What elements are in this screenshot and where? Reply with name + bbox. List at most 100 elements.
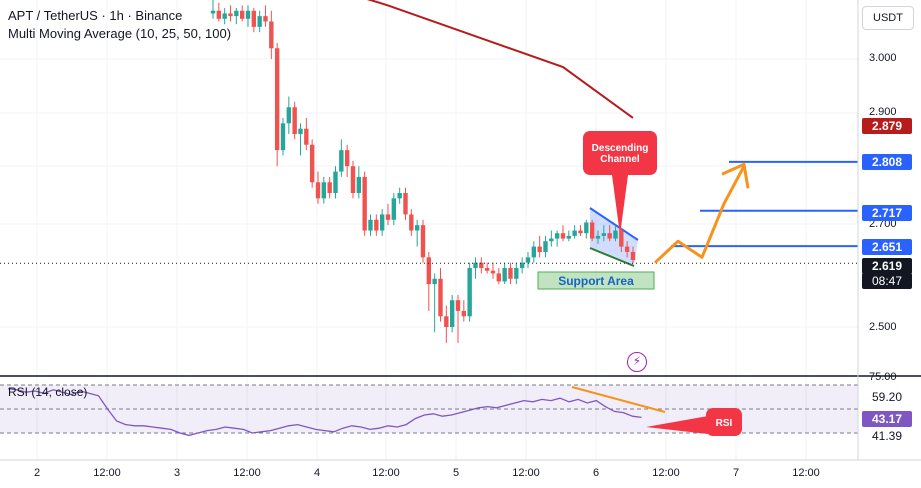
- candle-body: [595, 235, 601, 239]
- lightning-icon[interactable]: ⚡: [627, 352, 647, 372]
- candle-body: [280, 123, 286, 151]
- countdown-tag: 08:47: [862, 273, 912, 289]
- candle-body: [624, 246, 630, 252]
- callout-line: Descending: [591, 143, 649, 154]
- x-tick-label: 3: [173, 467, 181, 479]
- candle-body: [403, 193, 408, 215]
- x-tick-label: 12:00: [512, 467, 540, 479]
- projection-arrowhead: [721, 162, 750, 189]
- candle-body: [554, 233, 560, 239]
- candle-body: [449, 300, 455, 327]
- candle-body: [286, 107, 292, 124]
- rsi-divergence-line: [571, 386, 666, 413]
- current-price-tag: 2.619: [862, 258, 912, 274]
- rsi-y-tick-label: 75.00: [869, 371, 897, 383]
- candle-body: [228, 13, 233, 17]
- x-tick-label: 12:00: [792, 467, 820, 479]
- rsi-value-tag: 41.39: [862, 428, 912, 444]
- candle-body: [519, 262, 525, 269]
- x-tick-label: 12:00: [372, 467, 400, 479]
- candle-body: [333, 171, 338, 193]
- candle-body: [502, 268, 507, 282]
- x-tick-label: 12:00: [233, 467, 261, 479]
- y-tick-label: 3.000: [869, 52, 897, 64]
- rsi-pane: [0, 375, 921, 437]
- candle-body: [461, 310, 467, 317]
- callout-pointer: [612, 175, 628, 235]
- candle-body: [496, 273, 502, 282]
- candle-body: [607, 233, 612, 239]
- moving-average-line: [366, 0, 634, 119]
- callout-line: Channel: [600, 154, 640, 165]
- x-tick-label: 7: [732, 467, 740, 479]
- x-tick-label: 6: [592, 467, 600, 479]
- y-tick-label: 2.500: [869, 321, 897, 333]
- rsi-callout-bubble: [706, 408, 742, 436]
- support-area-box: [537, 271, 655, 290]
- level-price-tag: 2.651: [862, 239, 912, 255]
- candle-body: [356, 176, 362, 193]
- candle-body: [444, 316, 449, 327]
- candle-body: [274, 48, 280, 151]
- descending-channel-callout: Descending Channel: [584, 143, 656, 165]
- candle-body: [630, 251, 636, 260]
- candle-body: [344, 150, 350, 167]
- candle-body: [379, 214, 385, 231]
- candle-body: [257, 16, 262, 27]
- candle-body: [339, 150, 344, 172]
- candle-body: [210, 10, 216, 14]
- candle-body: [245, 10, 251, 19]
- candle-body: [350, 166, 356, 193]
- candle-body: [368, 219, 373, 231]
- candle-body: [537, 246, 542, 252]
- projection-path: [653, 165, 746, 264]
- rsi-callout-pointer: [646, 416, 708, 434]
- rsi-callout-label: RSI: [715, 418, 733, 429]
- candle-body: [397, 193, 402, 199]
- candle-body: [560, 233, 566, 239]
- candle-body: [566, 235, 572, 239]
- y-tick-label: 2.900: [869, 106, 897, 118]
- candle-body: [572, 230, 577, 236]
- candle-body: [467, 268, 472, 317]
- candle-body: [409, 214, 414, 231]
- rsi-line: [7, 387, 642, 437]
- y-tick-label: 2.700: [869, 218, 897, 230]
- candle-body: [584, 222, 589, 234]
- candle-body: [420, 225, 426, 258]
- candle-body: [426, 257, 432, 285]
- currency-button[interactable]: USDT: [862, 6, 914, 30]
- candle-body: [578, 230, 583, 234]
- x-tick-label: 5: [452, 467, 460, 479]
- candle-body: [589, 222, 595, 239]
- candle-body: [508, 268, 513, 279]
- candle-body: [479, 262, 484, 269]
- candle-body: [391, 198, 397, 220]
- candle-body: [543, 241, 548, 252]
- resistance-levels: [0, 160, 858, 264]
- candle-body: [251, 10, 257, 27]
- candle-body: [613, 230, 618, 239]
- candles: [210, 0, 636, 344]
- candle-body: [216, 10, 222, 19]
- candle-body: [269, 21, 274, 49]
- rsi-legend[interactable]: RSI (14, close): [8, 385, 88, 399]
- candle-body: [309, 144, 315, 183]
- candle-body: [385, 214, 391, 220]
- candle-body: [298, 128, 303, 135]
- rsi-value-tag: 43.17: [862, 411, 912, 427]
- x-tick-label: 2: [33, 467, 41, 479]
- candle-body: [239, 10, 245, 19]
- indicator-legend[interactable]: Multi Moving Average (10, 25, 50, 100): [8, 26, 232, 41]
- x-tick-label: 12:00: [93, 467, 121, 479]
- symbol-legend[interactable]: APT / TetherUS · 1h · Binance: [8, 8, 183, 23]
- candle-body: [455, 300, 461, 311]
- candle-body: [601, 233, 607, 236]
- x-tick-label: 12:00: [652, 467, 680, 479]
- candle-body: [531, 246, 537, 258]
- channel-upper-line: [589, 207, 639, 241]
- candle-body: [525, 257, 531, 263]
- candle-body: [619, 230, 624, 247]
- candle-body: [327, 182, 332, 193]
- candle-body: [321, 182, 327, 199]
